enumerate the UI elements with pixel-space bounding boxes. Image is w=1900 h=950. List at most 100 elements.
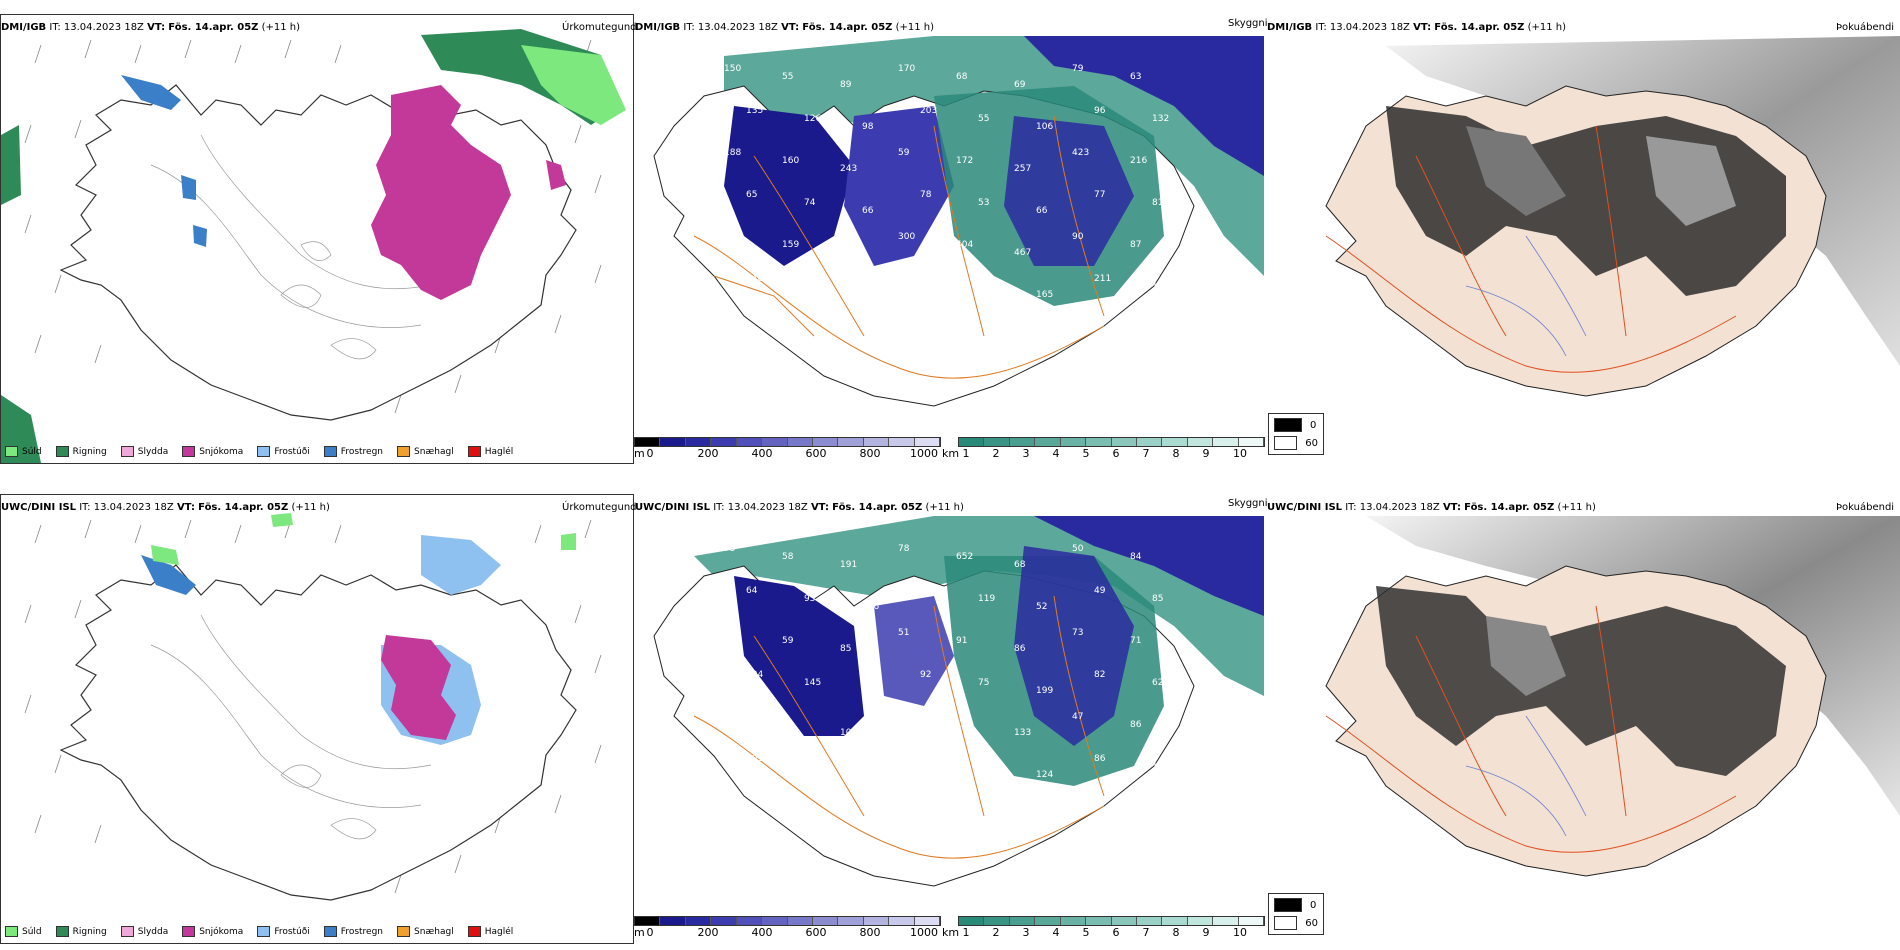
cloud-base-value-label: 123 — [920, 586, 937, 596]
fog-legend-row: 60 — [1274, 916, 1318, 930]
cloud-base-value-label: 84 — [1130, 552, 1142, 562]
cloud-base-value-label: 127 — [862, 290, 879, 300]
legend-label: Haglél — [484, 926, 514, 937]
legend-label: Frostregn — [340, 926, 384, 937]
cloud-base-labels: 150 55 89 170 68 69 79 63 135 126 98 203 55 106 96 132 1… — [724, 64, 1169, 300]
legend-label: Slydda — [137, 926, 169, 937]
cloud-base-value-label: 71 — [1130, 636, 1141, 646]
legend-item: Slydda — [120, 446, 168, 457]
cloud-base-value-label: 79 — [1072, 64, 1084, 74]
low-cloud-central — [844, 106, 954, 266]
precip-map-top — [1, 29, 626, 463]
colorbar-segment — [1187, 917, 1214, 925]
cloud-base-value-label: 150 — [724, 64, 741, 74]
legend-label: Súld — [22, 446, 42, 457]
road-network — [1325, 605, 1737, 853]
legend-item: Slydda — [120, 926, 169, 937]
cloud-base-value-label: 105 — [746, 754, 763, 764]
colorbar-segment — [635, 438, 661, 446]
colorbar-segment — [1136, 917, 1163, 925]
colorbar-tick: 400 — [751, 447, 773, 460]
colorbar-segment — [1009, 438, 1036, 446]
colorbar-segment — [1187, 438, 1214, 446]
cloud-base-value-label: 106 — [1036, 122, 1053, 132]
iceland-coastline — [59, 84, 577, 421]
header-fog-top: DMI/IGB IT: 13.04.2023 18Z VT: Fös. 14.a… — [1267, 22, 1567, 33]
colorbar-segment — [711, 917, 737, 925]
cloud-base-value-label: 85 — [1152, 594, 1163, 604]
colorbar-tick: 200 — [697, 447, 719, 460]
colorbar-tick: 1000 — [910, 926, 938, 939]
colorbar-segment — [838, 917, 864, 925]
legend-item: Frostregn — [323, 926, 384, 937]
legend-swatch — [5, 446, 18, 457]
road-network — [693, 595, 1105, 859]
colorbar-segment — [959, 917, 985, 925]
cloud-base-value-label: 55 — [782, 72, 793, 82]
fog-legend-label: 60 — [1305, 437, 1318, 449]
colorbar-tick: 1000 — [910, 447, 938, 460]
colorbar-segment — [787, 438, 813, 446]
legend-swatch — [397, 446, 411, 457]
cloud-base-value-label: 68 — [956, 72, 968, 82]
cloudbase-colorbar-bottom: m 0 200 400 600 800 1000 — [634, 916, 941, 946]
legend-swatch — [467, 446, 481, 457]
legend-item: Snjókoma — [182, 926, 243, 937]
legend-swatch — [257, 926, 271, 937]
cloud-base-value-label: 118 — [920, 754, 937, 764]
colorbar-tick: 600 — [805, 447, 827, 460]
fog-legend-swatch — [1274, 436, 1298, 450]
colorbar-segment — [889, 917, 915, 925]
cloud-base-value-label: 78 — [920, 190, 932, 200]
colorbar-segment — [1162, 917, 1188, 925]
low-cloud-nw — [734, 576, 864, 736]
low-cloud-nw — [724, 106, 854, 266]
colorbar-segment — [1060, 438, 1087, 446]
colorbar-tick: 800 — [859, 447, 881, 460]
cloud-base-value-label: 119 — [978, 594, 995, 604]
colorbar-segment — [838, 438, 864, 446]
cloud-map-bottom: 75 58 191 78 652 68 50 84 64 95 146 123 119 52 49 85 66 5… — [653, 516, 1264, 887]
colorbar-tick: 600 — [805, 926, 827, 939]
cloud-base-value-label: 69 — [1014, 80, 1026, 90]
freezing-rain-area — [121, 75, 181, 110]
cloud-base-value-label: 58 — [782, 552, 794, 562]
cloud-base-value-label: 163 — [804, 762, 821, 772]
colorbar-tick: 200 — [697, 926, 719, 939]
colorbar-tick: 800 — [859, 926, 881, 939]
cloud-base-value-label: 96 — [1094, 106, 1106, 116]
low-cloud-east — [1004, 116, 1134, 266]
legend-label: Haglél — [484, 446, 514, 457]
colorbar-tick: 5 — [1082, 926, 1090, 939]
legend-swatch — [467, 926, 481, 937]
legend-item: Snæhagl — [397, 926, 454, 937]
cloud-base-value-label: 51 — [782, 720, 793, 730]
colorbar-segment — [1060, 917, 1087, 925]
legend-label: Frostregn — [340, 446, 384, 457]
colorbar-segment — [984, 917, 1010, 925]
colorbar-tick: 2 — [992, 447, 1000, 460]
cloud-base-value-label: 86 — [1014, 644, 1026, 654]
legend-label: Snjókoma — [199, 926, 244, 937]
fog-panel-bottom — [1266, 516, 1900, 906]
fog-medium-index — [1466, 126, 1566, 216]
cloud-base-value-label: 55 — [978, 114, 989, 124]
legend-swatch — [323, 926, 337, 937]
fog-high-index — [1376, 586, 1786, 776]
cloud-base-value-label: 51 — [898, 628, 909, 638]
fog-legend-swatch — [1274, 898, 1302, 912]
colorbar-tick: 0 — [646, 926, 654, 939]
colorbar-segment — [914, 438, 941, 446]
cloud-base-value-label: 164 — [840, 248, 857, 258]
legend-swatch — [182, 446, 196, 457]
legend-label: Frostúði — [274, 446, 310, 457]
cloud-base-value-label: 86 — [1130, 720, 1142, 730]
colorbar-unit: m — [634, 447, 645, 460]
colorbar-tick: 6 — [1112, 926, 1120, 939]
fog-legend-label: 0 — [1310, 899, 1317, 911]
cloud-base-value-label: 216 — [1130, 156, 1147, 166]
legend-swatch — [120, 446, 134, 457]
terrain-contours — [150, 614, 432, 840]
colorbar-segment — [1111, 438, 1137, 446]
colorbar-segment — [762, 917, 788, 925]
